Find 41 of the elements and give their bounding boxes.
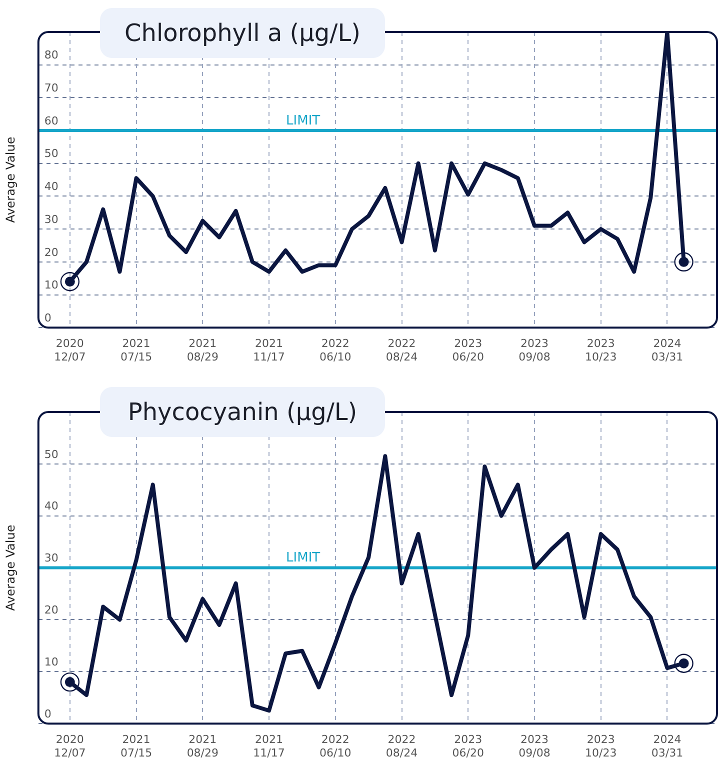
chart-title: Phycocyanin (µg/L) <box>100 387 385 437</box>
x-tick-label: 2021 08/29 <box>186 733 219 760</box>
x-tick-label: 2023 09/08 <box>518 733 550 760</box>
x-tick-label: 2021 07/15 <box>120 733 152 760</box>
x-tick-label: 2024 03/31 <box>651 733 684 760</box>
x-tick-label: 2021 08/29 <box>186 337 219 364</box>
x-tick-label: 2023 06/20 <box>452 337 484 364</box>
y-tick-label: 50 <box>44 448 58 461</box>
x-tick-label: 2023 06/20 <box>452 733 484 760</box>
x-tick-label: 2020 12/07 <box>54 337 86 364</box>
y-tick-label: 20 <box>44 604 58 617</box>
y-tick-label: 80 <box>44 48 58 62</box>
x-tick-label: 2021 07/15 <box>120 337 152 364</box>
y-tick-label: 30 <box>44 212 58 226</box>
x-tick-label: 2023 10/23 <box>585 733 617 760</box>
x-tick-label: 2021 11/17 <box>253 733 285 760</box>
ref-line-label: LIMIT <box>286 550 320 566</box>
y-tick-label: 0 <box>44 707 52 720</box>
x-tick-label: 2022 08/24 <box>386 733 418 760</box>
y-tick-label: 20 <box>44 246 58 259</box>
y-tick-label: 40 <box>44 500 58 513</box>
chart-title: Chlorophyll a (µg/L) <box>100 8 385 58</box>
ref-line-label: LIMIT <box>286 113 320 128</box>
y-tick-label: 60 <box>44 114 58 128</box>
y-tick-label: 0 <box>44 311 52 324</box>
y-tick-label: 10 <box>44 656 58 669</box>
x-tick-label: 2022 06/10 <box>320 733 352 760</box>
y-axis-title: Average Value <box>3 524 18 611</box>
x-tick-label: 2023 10/23 <box>585 337 617 364</box>
x-tick-label: 2022 08/24 <box>386 337 418 364</box>
x-tick-label: 2020 12/07 <box>54 733 86 760</box>
y-tick-label: 70 <box>44 82 58 95</box>
y-tick-label: 30 <box>44 552 58 565</box>
y-tick-label: 40 <box>44 180 58 194</box>
x-tick-label: 2021 11/17 <box>253 337 285 364</box>
y-tick-label: 50 <box>44 147 58 160</box>
x-tick-label: 2022 06/10 <box>320 337 352 364</box>
y-tick-label: 10 <box>44 278 58 292</box>
x-tick-label: 2023 09/08 <box>518 337 550 364</box>
x-tick-label: 2024 03/31 <box>651 337 684 364</box>
y-axis-title: Average Value <box>3 136 18 223</box>
